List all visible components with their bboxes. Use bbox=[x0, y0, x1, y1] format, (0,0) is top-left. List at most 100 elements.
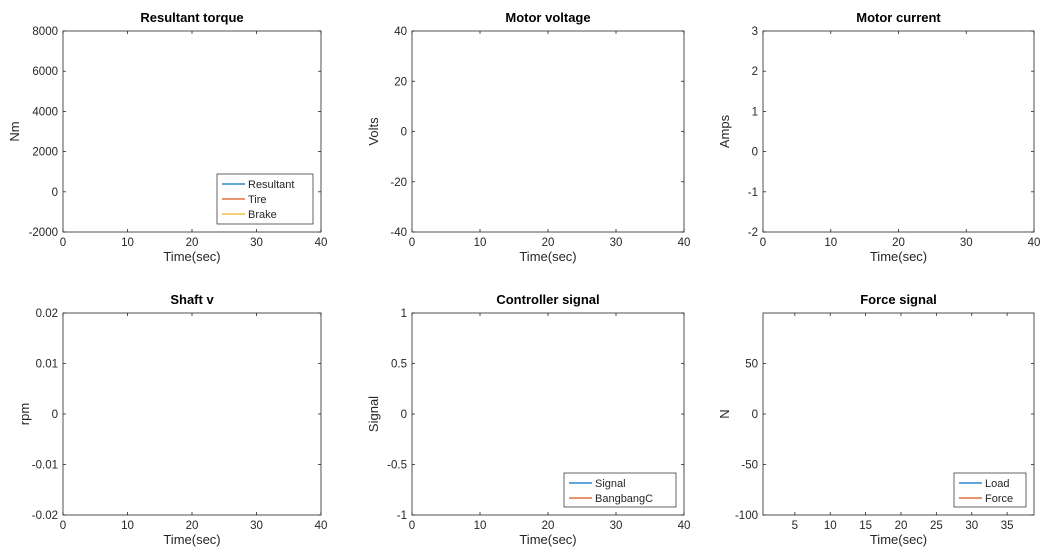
legend-label-bangbangc: BangbangC bbox=[595, 493, 653, 505]
x-tick-label: 10 bbox=[824, 237, 837, 249]
legend-box bbox=[953, 472, 1027, 508]
x-tick-label: 10 bbox=[474, 520, 487, 532]
y-tick-label: 3 bbox=[752, 26, 758, 38]
x-tick-label: 10 bbox=[121, 520, 134, 532]
y-tick-label: 4000 bbox=[32, 106, 58, 118]
chart-title: Resultant torque bbox=[140, 10, 243, 25]
y-tick-label: -100 bbox=[735, 510, 758, 522]
x-axis-title: Time(sec) bbox=[870, 532, 927, 547]
chart-controller: 0 10 20 30 40 -1 -0.5 0 0.5 1 Controller signal Tim… bbox=[366, 292, 690, 547]
chart-title: Motor voltage bbox=[505, 10, 590, 25]
legend-label-load: Load bbox=[985, 478, 1009, 490]
chart-voltage: 0 10 20 30 40 -40 -20 0 20 40 Motor voltage Time(se… bbox=[366, 10, 690, 264]
y-tick-label: -0.5 bbox=[387, 460, 407, 472]
y-tick-label: 8000 bbox=[32, 26, 58, 38]
y-axis-title: N bbox=[717, 409, 732, 418]
y-tick-label: 1 bbox=[401, 308, 407, 320]
x-tick-label: 0 bbox=[760, 237, 766, 249]
y-tick-label: 20 bbox=[394, 76, 407, 88]
y-axis-title: Volts bbox=[366, 117, 381, 146]
y-tick-label: 0 bbox=[52, 187, 58, 199]
y-axis-title: Signal bbox=[366, 396, 381, 432]
chart-title: Shaft v bbox=[170, 292, 214, 307]
y-tick-label: 0 bbox=[401, 127, 407, 139]
y-tick-label: 0.02 bbox=[36, 308, 58, 320]
legend: Signal BangbangC bbox=[563, 472, 677, 508]
y-tick-label: 40 bbox=[394, 26, 407, 38]
x-tick-label: 20 bbox=[186, 520, 199, 532]
y-axis-title: Nm bbox=[7, 121, 22, 141]
legend-box bbox=[563, 472, 677, 508]
x-axis-title: Time(sec) bbox=[163, 249, 220, 264]
legend-label-brake: Brake bbox=[248, 209, 277, 221]
legend-label-signal: Signal bbox=[595, 478, 626, 490]
legend: Load Force bbox=[953, 472, 1027, 508]
x-axis-title: Time(sec) bbox=[870, 249, 927, 264]
y-tick-label: -20 bbox=[390, 177, 407, 189]
y-tick-label: 2000 bbox=[32, 147, 58, 159]
chart-shaft: 0 10 20 30 40 -0.02 -0.01 0 0.01 0.02 Shaft v Time(… bbox=[17, 292, 327, 547]
x-tick-label: 10 bbox=[474, 237, 487, 249]
chart-title: Motor current bbox=[856, 10, 941, 25]
y-tick-label: 0.5 bbox=[391, 359, 407, 371]
y-tick-label: -1 bbox=[748, 187, 758, 199]
x-tick-label: 10 bbox=[121, 237, 134, 249]
axes-box bbox=[411, 30, 685, 233]
chart-force: 5 10 15 20 25 30 35 -100 -50 0 50 Force signal Time(… bbox=[717, 292, 1035, 547]
x-tick-label: 30 bbox=[965, 520, 978, 532]
x-tick-label: 30 bbox=[960, 237, 973, 249]
axes-box bbox=[62, 312, 322, 516]
x-tick-label: 0 bbox=[409, 237, 415, 249]
x-tick-label: 5 bbox=[792, 520, 798, 532]
y-tick-label: 0 bbox=[52, 409, 58, 421]
axes-box bbox=[762, 30, 1035, 233]
y-tick-label: -0.02 bbox=[32, 510, 58, 522]
chart-title: Force signal bbox=[860, 292, 937, 307]
x-axis-title: Time(sec) bbox=[163, 532, 220, 547]
chart-current: 0 10 20 30 40 -2 -1 0 1 2 3 Motor current Time(sec) A… bbox=[717, 10, 1040, 264]
legend-label-force: Force bbox=[985, 493, 1013, 505]
y-tick-label: -2000 bbox=[29, 227, 58, 239]
y-tick-label: 0 bbox=[752, 409, 758, 421]
x-tick-label: 40 bbox=[315, 237, 328, 249]
y-tick-label: -2 bbox=[748, 227, 758, 239]
x-tick-label: 0 bbox=[60, 237, 66, 249]
chart-torque: 0 10 20 30 40-200002000400060008000Resultant… bbox=[7, 10, 327, 264]
x-tick-label: 30 bbox=[610, 237, 623, 249]
y-tick-label: 0.01 bbox=[36, 359, 58, 371]
x-tick-label: 35 bbox=[1001, 520, 1014, 532]
legend-label-tire: Tire bbox=[248, 194, 267, 206]
x-tick-label: 40 bbox=[678, 237, 691, 249]
y-tick-label: -50 bbox=[741, 460, 758, 472]
x-tick-label: 30 bbox=[250, 520, 263, 532]
x-tick-label: 20 bbox=[895, 520, 908, 532]
y-tick-label: -40 bbox=[390, 227, 407, 239]
legend-label-resultant: Resultant bbox=[248, 179, 294, 191]
y-tick-label: 0 bbox=[401, 409, 407, 421]
x-tick-label: 10 bbox=[824, 520, 837, 532]
y-tick-label: 50 bbox=[745, 359, 758, 371]
y-tick-label: -1 bbox=[397, 510, 407, 522]
x-tick-label: 20 bbox=[186, 237, 199, 249]
y-axis-title: rpm bbox=[17, 403, 32, 425]
x-tick-label: 0 bbox=[60, 520, 66, 532]
chart-title: Controller signal bbox=[496, 292, 599, 307]
x-tick-label: 25 bbox=[930, 520, 943, 532]
y-tick-label: -0.01 bbox=[32, 460, 58, 472]
y-axis-title: Amps bbox=[717, 114, 732, 148]
x-tick-label: 30 bbox=[250, 237, 263, 249]
y-tick-label: 2 bbox=[752, 66, 758, 78]
legend: Resultant Tire Brake bbox=[216, 173, 314, 225]
x-tick-label: 20 bbox=[892, 237, 905, 249]
y-tick-label: 1 bbox=[752, 106, 758, 118]
x-tick-label: 30 bbox=[610, 520, 623, 532]
x-axis-title: Time(sec) bbox=[519, 249, 576, 264]
x-tick-label: 20 bbox=[542, 520, 555, 532]
x-tick-label: 0 bbox=[409, 520, 415, 532]
x-axis-title: Time(sec) bbox=[519, 532, 576, 547]
x-tick-label: 15 bbox=[859, 520, 872, 532]
x-tick-label: 40 bbox=[678, 520, 691, 532]
x-tick-label: 40 bbox=[1028, 237, 1041, 249]
y-tick-label: 0 bbox=[752, 147, 758, 159]
